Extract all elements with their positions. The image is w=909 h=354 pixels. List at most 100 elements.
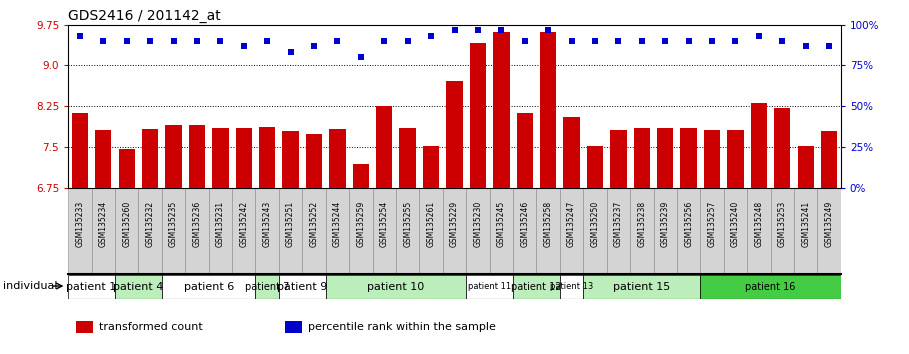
Bar	[232, 188, 255, 274]
Point	[517, 38, 532, 44]
Text: GSM135238: GSM135238	[637, 201, 646, 247]
Text: patient 16: patient 16	[745, 282, 795, 292]
Bar	[606, 188, 630, 274]
Point	[682, 38, 696, 44]
Point	[541, 27, 555, 33]
Bar	[399, 128, 416, 188]
Point	[260, 38, 275, 44]
Point	[73, 33, 87, 39]
Text: patient 12: patient 12	[511, 282, 562, 292]
Bar	[513, 188, 536, 274]
Point	[330, 38, 345, 44]
Bar	[540, 32, 556, 188]
Bar	[279, 188, 303, 274]
Point	[354, 55, 368, 60]
Point	[377, 38, 392, 44]
Text: patient 6: patient 6	[184, 282, 234, 292]
Text: GSM135232: GSM135232	[145, 201, 155, 247]
Bar	[285, 321, 302, 333]
Bar	[681, 129, 697, 188]
Bar	[189, 125, 205, 188]
Point	[400, 38, 415, 44]
Bar	[259, 127, 275, 188]
Bar	[724, 188, 747, 274]
Point	[96, 38, 111, 44]
Point	[306, 43, 321, 49]
Bar	[794, 188, 817, 274]
Bar	[727, 130, 744, 188]
Bar	[95, 130, 112, 188]
Bar	[560, 275, 584, 299]
Text: GSM135254: GSM135254	[380, 201, 389, 247]
Bar	[72, 113, 88, 188]
Bar	[353, 164, 369, 188]
Text: GSM135230: GSM135230	[474, 201, 483, 247]
Bar	[349, 188, 373, 274]
Bar	[138, 188, 162, 274]
Point	[564, 38, 579, 44]
Bar	[771, 188, 794, 274]
Bar	[751, 103, 767, 188]
Text: patient 4: patient 4	[114, 282, 164, 292]
Text: GSM135246: GSM135246	[520, 201, 529, 247]
Text: GSM135240: GSM135240	[731, 201, 740, 247]
Text: individual: individual	[3, 281, 57, 291]
Bar	[821, 131, 837, 188]
Text: GSM135259: GSM135259	[356, 201, 365, 247]
Bar	[325, 275, 466, 299]
Bar	[747, 188, 771, 274]
Bar	[423, 146, 439, 188]
Point	[213, 38, 227, 44]
Bar	[560, 188, 584, 274]
Text: GSM135231: GSM135231	[215, 201, 225, 247]
Bar	[142, 129, 158, 188]
Text: GSM135233: GSM135233	[75, 201, 85, 247]
Bar	[115, 275, 162, 299]
Point	[494, 27, 509, 33]
Text: patient 1: patient 1	[66, 282, 116, 292]
Bar	[235, 129, 252, 188]
Bar	[115, 188, 138, 274]
Bar	[657, 129, 674, 188]
Text: GSM135252: GSM135252	[310, 201, 318, 247]
Bar	[255, 188, 279, 274]
Text: patient 13: patient 13	[550, 282, 594, 291]
Bar	[68, 188, 92, 274]
Point	[471, 27, 485, 33]
Point	[236, 43, 251, 49]
Text: GSM135249: GSM135249	[824, 201, 834, 247]
Text: patient 10: patient 10	[367, 282, 425, 292]
Text: GSM135237: GSM135237	[614, 201, 623, 247]
Bar	[774, 108, 791, 188]
Bar	[817, 188, 841, 274]
Bar	[634, 129, 650, 188]
Text: GSM135245: GSM135245	[497, 201, 505, 247]
Bar	[466, 275, 513, 299]
Bar	[677, 188, 700, 274]
Point	[190, 38, 205, 44]
Text: GSM135255: GSM135255	[404, 201, 412, 247]
Point	[166, 38, 181, 44]
Bar	[490, 188, 513, 274]
Point	[119, 38, 134, 44]
Bar	[610, 130, 626, 188]
Bar	[536, 188, 560, 274]
Bar	[493, 32, 510, 188]
Bar	[255, 275, 279, 299]
Bar	[630, 188, 654, 274]
Text: GSM135236: GSM135236	[193, 201, 202, 247]
Text: GSM135235: GSM135235	[169, 201, 178, 247]
Point	[822, 43, 836, 49]
Bar	[283, 131, 299, 188]
Bar	[516, 113, 533, 188]
Point	[447, 27, 462, 33]
Bar	[584, 275, 700, 299]
Bar	[700, 275, 841, 299]
Text: GSM135244: GSM135244	[333, 201, 342, 247]
Bar	[396, 188, 419, 274]
Text: GSM135234: GSM135234	[99, 201, 108, 247]
Bar	[513, 275, 560, 299]
Point	[284, 50, 298, 55]
Point	[424, 33, 438, 39]
Text: GSM135241: GSM135241	[801, 201, 810, 247]
